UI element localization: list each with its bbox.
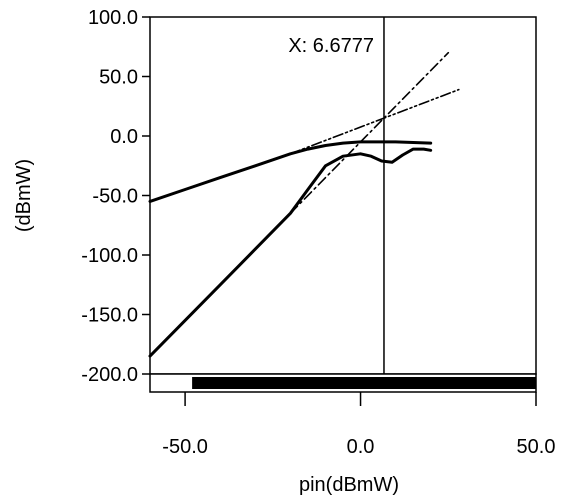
y-axis: 100.0 50.0 0.0 -50.0 -100.0 -150.0 -200.0 [81, 7, 150, 386]
series-line-3 [289, 51, 450, 215]
series-line-4 [289, 88, 460, 155]
y-tick-label: -150.0 [81, 305, 138, 327]
y-tick-label: 50.0 [99, 67, 138, 89]
y-tick-label: -100.0 [81, 245, 138, 267]
x-axis: -50.0 0.0 50.0 [162, 392, 555, 458]
x-axis-title: pin(dBmW) [299, 474, 399, 496]
y-tick-label: -50.0 [92, 186, 138, 208]
range-scrollbar-thumb[interactable] [192, 377, 537, 389]
y-tick-label: 100.0 [88, 7, 138, 29]
x-tick-label: 0.0 [347, 436, 375, 458]
x-tick-label: -50.0 [162, 436, 208, 458]
x-tick-label: 50.0 [517, 436, 556, 458]
y-axis-title: (dBmW) [13, 159, 35, 232]
series-line-2 [148, 147, 433, 358]
series-layer [148, 51, 460, 358]
plot-area-frame [149, 16, 537, 375]
marker-label: X: 6.6777 [288, 35, 374, 57]
y-tick-label: -200.0 [81, 364, 138, 386]
series-line-1 [148, 140, 433, 203]
y-tick-label: 0.0 [110, 126, 138, 148]
